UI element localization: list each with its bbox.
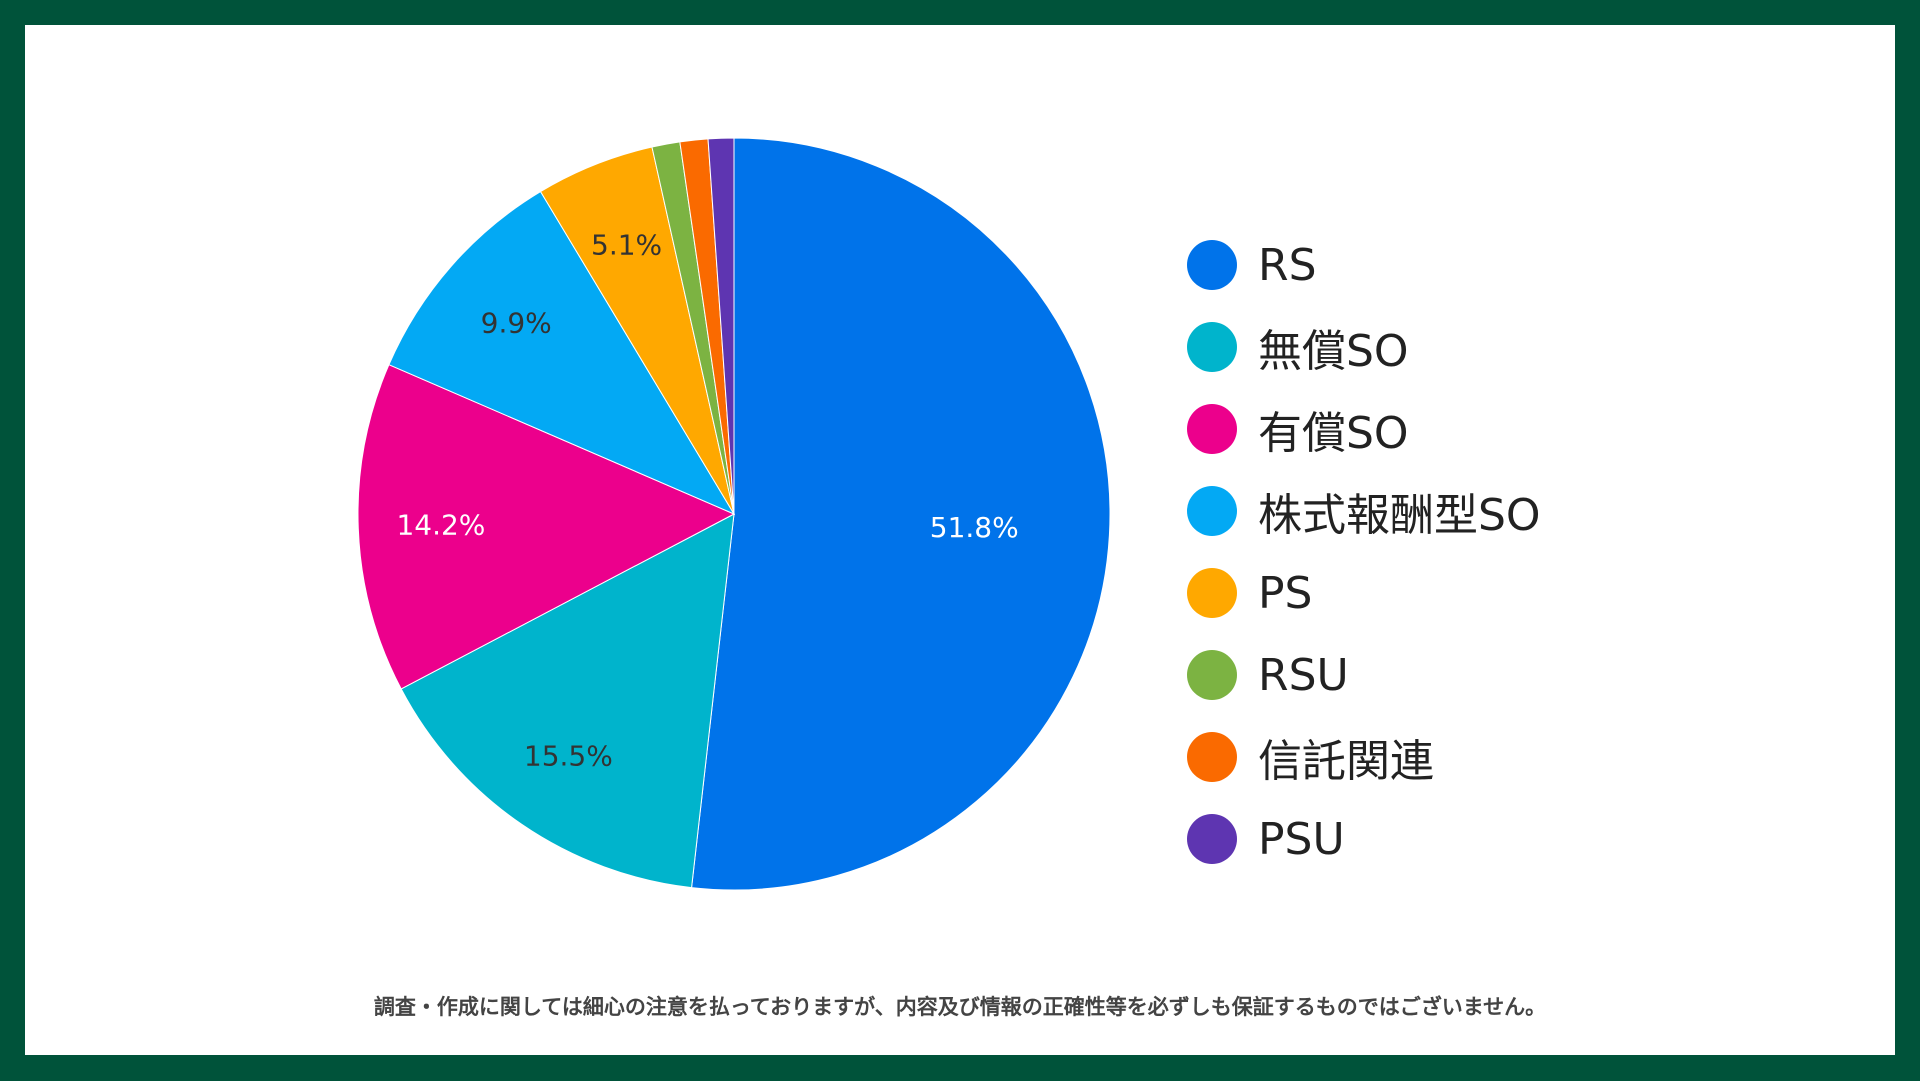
- legend-item: 無償SO: [1187, 306, 1541, 388]
- legend-item: RS: [1187, 224, 1541, 306]
- legend-label: PSU: [1258, 813, 1345, 865]
- legend-swatch-icon: [1187, 404, 1237, 454]
- legend-swatch-icon: [1187, 322, 1237, 372]
- legend-item: 株式報酬型SO: [1187, 470, 1541, 552]
- slice-data-label-2: 15.5%: [524, 740, 613, 773]
- legend-label: 株式報酬型SO: [1258, 490, 1541, 541]
- legend-label: PS: [1258, 567, 1313, 619]
- legend-label: 有償SO: [1258, 408, 1409, 459]
- legend-item: PS: [1187, 552, 1541, 634]
- legend-item: PSU: [1187, 798, 1541, 880]
- legend-item: 信託関連: [1187, 716, 1541, 798]
- legend-swatch-icon: [1187, 568, 1237, 618]
- legend-label: 無償SO: [1258, 326, 1409, 377]
- legend-swatch-icon: [1187, 732, 1237, 782]
- disclaimer-text: 調査・作成に関しては細心の注意を払っておりますが、内容及び情報の正確性等を必ずし…: [373, 995, 1547, 1019]
- pie-slice-2: [400, 513, 735, 889]
- pie-chart: 51.8% 15.5% 14.2% 9.9% 5.1%: [357, 137, 1111, 891]
- pie-slice-3: [357, 364, 736, 690]
- legend-item: RSU: [1187, 634, 1541, 716]
- slice-data-label-5: 5.1%: [591, 229, 662, 262]
- legend-item: 有償SO: [1187, 388, 1541, 470]
- legend-label: RS: [1258, 239, 1317, 291]
- pie-slice-1: [691, 137, 1111, 891]
- pie-data-labels: 51.8% 15.5% 14.2% 9.9% 5.1%: [396, 229, 1018, 773]
- slice-data-label-3: 14.2%: [396, 509, 485, 542]
- legend-swatch-icon: [1187, 486, 1237, 536]
- legend-label: 信託関連: [1258, 736, 1434, 787]
- pie-slice-8: [707, 137, 735, 515]
- chart-card: 51.8% 15.5% 14.2% 9.9% 5.1% RS 無償SO 有償SO 株式報酬型S…: [25, 25, 1895, 1055]
- legend-label: RSU: [1258, 649, 1349, 701]
- slice-data-label-4: 9.9%: [481, 307, 552, 340]
- legend-swatch-icon: [1187, 814, 1237, 864]
- legend-swatch-icon: [1187, 650, 1237, 700]
- chart-legend: RS 無償SO 有償SO 株式報酬型SO PS RSU 信託関連 PSU: [1187, 224, 1541, 880]
- slice-data-label-1: 51.8%: [930, 511, 1019, 544]
- pie-slices: [357, 137, 1111, 891]
- legend-swatch-icon: [1187, 240, 1237, 290]
- pie-slice-4: [388, 190, 736, 516]
